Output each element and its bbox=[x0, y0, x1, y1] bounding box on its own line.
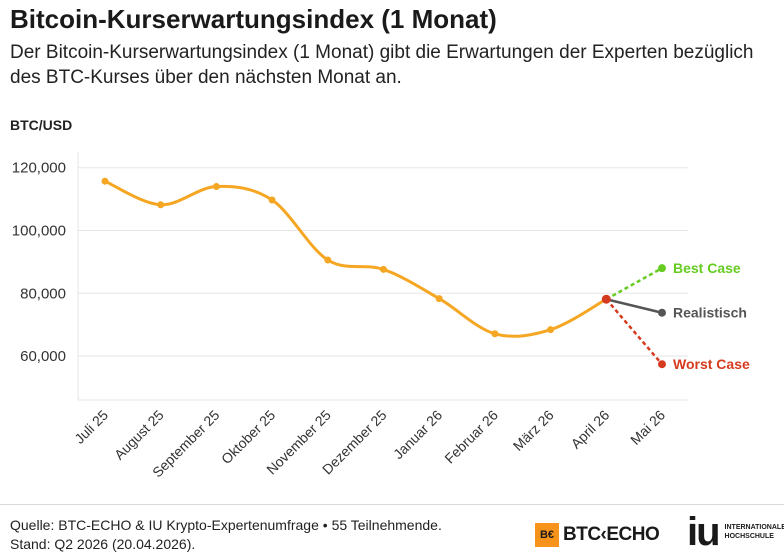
data-point bbox=[268, 196, 276, 204]
y-tick-label: 120,000 bbox=[12, 160, 66, 177]
data-points bbox=[101, 177, 611, 338]
y-axis-label: BTC/USD bbox=[10, 117, 73, 133]
x-tick-label: April 26 bbox=[568, 407, 613, 452]
btc-echo-logo-mark: B€ bbox=[535, 523, 559, 547]
x-tick-label: März 26 bbox=[510, 407, 557, 454]
x-tick-label: Februar 26 bbox=[441, 407, 501, 467]
y-tick-label: 60,000 bbox=[20, 348, 66, 365]
x-tick-label: Januar 26 bbox=[390, 407, 445, 462]
iu-logo-mark: iu bbox=[687, 510, 721, 554]
data-point bbox=[101, 177, 109, 185]
x-tick-label: August 25 bbox=[111, 407, 167, 463]
y-tick-labels: 60,000 80,000 100,000 120,000 bbox=[12, 160, 66, 365]
source-text: Quelle: BTC-ECHO & IU Krypto-Expertenumf… bbox=[10, 517, 442, 533]
scenario-point-worst-case bbox=[658, 360, 666, 369]
x-tick-label: Mai 26 bbox=[627, 407, 668, 448]
date-text: Stand: Q2 2026 (20.04.2026). bbox=[10, 536, 196, 552]
grid-lines bbox=[77, 152, 688, 401]
data-point bbox=[491, 330, 499, 338]
scenario-labels: Best Case Realistisch Worst Case bbox=[658, 260, 750, 372]
footer-divider bbox=[0, 504, 784, 505]
data-point bbox=[380, 265, 387, 273]
series-line-btc bbox=[103, 179, 608, 338]
y-tick-label: 80,000 bbox=[20, 285, 66, 302]
scenario-point-best-case bbox=[658, 264, 666, 273]
source-note: Quelle: BTC-ECHO & IU Krypto-Expertenumf… bbox=[10, 516, 442, 554]
chart-subtitle: Der Bitcoin-Kurserwartungsindex (1 Monat… bbox=[10, 42, 754, 88]
iu-logo-line1: INTERNATIONALE bbox=[724, 524, 784, 531]
scenario-line-worst-case bbox=[605, 298, 663, 366]
scenario-label-worst-case: Worst Case bbox=[673, 356, 750, 372]
y-tick-label: 100,000 bbox=[12, 222, 66, 239]
line-chart: 60,000 80,000 100,000 120,000 Juli 25 August… bbox=[12, 152, 750, 481]
scenario-point-realistisch bbox=[658, 308, 666, 317]
scenario-label-realistisch: Realistisch bbox=[673, 305, 747, 321]
data-point bbox=[435, 295, 443, 303]
btc-echo-logo: B€ BTC‹ECHO bbox=[535, 522, 660, 548]
data-point bbox=[324, 256, 332, 264]
btc-echo-logo-text: BTC‹ECHO bbox=[563, 524, 660, 545]
data-point bbox=[157, 201, 165, 209]
scenario-line-best-case bbox=[605, 267, 663, 301]
iu-logo-line2: HOCHSCHULE bbox=[724, 533, 774, 540]
iu-logo-text: INTERNATIONALE HOCHSCHULE bbox=[725, 523, 784, 541]
chart-title: Bitcoin-Kurserwartungsindex (1 Monat) bbox=[10, 4, 497, 34]
data-point bbox=[212, 183, 220, 191]
scenario-lines bbox=[605, 267, 663, 366]
x-tick-label: Juli 25 bbox=[71, 407, 111, 447]
data-point bbox=[601, 294, 611, 304]
scenario-label-best-case: Best Case bbox=[673, 260, 741, 276]
x-tick-label: Oktober 25 bbox=[218, 407, 278, 467]
scenario-line-realistisch bbox=[606, 298, 663, 314]
iu-logo: iu INTERNATIONALE HOCHSCHULE bbox=[687, 510, 784, 554]
data-point bbox=[547, 326, 555, 334]
